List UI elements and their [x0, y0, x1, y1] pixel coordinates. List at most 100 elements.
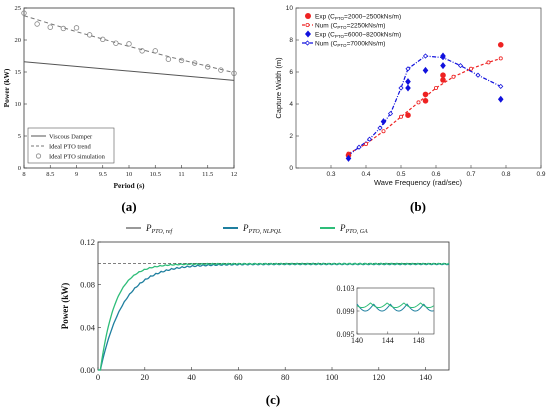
b-exp2-point: [381, 118, 387, 125]
panel-b-series: [346, 42, 504, 162]
inset-xtick-label: 148: [413, 336, 425, 345]
b-exp1-point: [423, 92, 429, 98]
b-num1-marker: [417, 101, 420, 104]
c-xtick-label: 140: [419, 372, 432, 382]
inset-xtick-label: 144: [382, 336, 394, 345]
c-xtick-label: 40: [187, 372, 196, 382]
c-ytick-label: 0.04: [80, 322, 96, 332]
b-exp1-point: [423, 98, 429, 104]
b-xtick-label: 0.4: [361, 171, 370, 178]
a-ytick-label: 15: [15, 69, 22, 76]
b-xtick-label: 0.6: [431, 171, 440, 178]
inset-ytick-label: 0.099: [337, 307, 355, 316]
b-xtick-label: 0.8: [501, 171, 510, 178]
panel-a-caption: (a): [121, 199, 136, 214]
c-ytick-label: 0.08: [80, 280, 95, 290]
b-exp1-point: [440, 72, 446, 78]
legend-swatch-exp1: [305, 13, 311, 19]
a-sim-point: [74, 26, 79, 31]
legend-label-ref: PPTO, ref: [145, 223, 174, 235]
b-xtick-label: 0.9: [536, 171, 545, 178]
panel-c-inset: 140 144 148 0.095 0.099 0.103: [337, 284, 435, 345]
c-xtick-label: 0: [96, 372, 100, 382]
panel-b-xlabel: Wave Frequency (rad/sec): [374, 178, 463, 187]
b-num1-marker: [499, 57, 502, 60]
b-num1-marker: [452, 75, 455, 78]
a-xtick-label: 10.5: [150, 171, 161, 178]
a-ytick-label: 0: [18, 165, 21, 172]
b-num1-marker: [487, 61, 490, 64]
panel-b-ylabel: Capture Width (m): [274, 57, 283, 119]
b-num1-marker: [364, 142, 367, 145]
panel-a-legend: Viscous Damper Ideal PTO trend Ideal PTO…: [28, 128, 114, 163]
b-xtick-label: 0.3: [326, 171, 335, 178]
b-exp2-point: [423, 67, 429, 74]
legend-swatch-num1-marker: [306, 23, 309, 26]
legend-label-exp2: Exp (CPTO=6000~8200kNs/m): [315, 32, 401, 40]
a-ytick-label: 10: [15, 101, 22, 108]
b-exp2-point: [405, 78, 411, 85]
c-xtick-label: 100: [326, 372, 339, 382]
legend-label-num1: Num (CPTO=2250kNs/m): [315, 23, 385, 31]
c-ytick-label: 0.00: [80, 365, 95, 375]
a-xtick-label: 8.5: [46, 171, 54, 178]
b-ytick-label: 0: [289, 165, 293, 172]
a-sim-point: [179, 58, 184, 63]
a-sim-point: [35, 22, 40, 27]
a-sim-point: [166, 57, 171, 62]
panel-b: 0.3 0.4 0.5 0.6 0.7 0.8 0.9 0 2 4 6 8 10 Capture Wid…: [274, 5, 546, 214]
panel-a-series: [22, 11, 237, 81]
panel-a-xlabel: Period (s): [113, 181, 145, 190]
b-exp2-point: [498, 96, 504, 103]
b-ytick-label: 4: [289, 101, 293, 108]
a-ytick-label: 20: [15, 37, 22, 44]
b-exp1-point: [498, 42, 504, 48]
legend-label-viscous-damper: Viscous Damper: [49, 134, 93, 141]
a-sim-point: [48, 25, 53, 30]
b-xtick-label: 0.7: [466, 171, 475, 178]
b-ytick-label: 2: [289, 133, 293, 140]
c-xtick-label: 60: [234, 372, 243, 382]
legend-label-ideal-pto-simulation: Ideal PTO simulation: [49, 154, 106, 161]
a-xtick-label: 9.5: [99, 171, 107, 178]
b-xtick-label: 0.5: [396, 171, 405, 178]
panel-c-legend: PPTO, ref PPTO, NLPQL PPTO, GA: [126, 223, 368, 235]
panel-a-ylabel: Power (kW): [2, 68, 11, 107]
a-xtick-label: 11.5: [202, 171, 213, 178]
legend-label-ga: PPTO, GA: [339, 223, 368, 235]
b-exp2-point: [440, 62, 446, 69]
legend-swatch-exp2: [305, 31, 311, 38]
c-ytick-label: 0.12: [80, 237, 95, 247]
inset-ytick-label: 0.095: [337, 330, 355, 339]
a-sim-point: [100, 37, 105, 42]
b-num1-marker: [399, 115, 402, 118]
a-ytick-label: 5: [18, 133, 21, 140]
b-num2-marker: [499, 84, 503, 88]
c-xtick-label: 120: [372, 372, 385, 382]
b-ytick-label: 10: [286, 5, 294, 12]
b-ytick-label: 8: [289, 37, 293, 44]
b-num2-marker: [424, 54, 428, 58]
panel-c-ylabel: Power (kW): [60, 283, 70, 330]
b-exp1-point: [440, 77, 446, 83]
panel-c-caption: (c): [266, 392, 280, 407]
c-xtick-label: 20: [141, 372, 150, 382]
a-xtick-label: 9: [75, 171, 78, 178]
panel-c: 0 20 40 60 80 100 120 1400.000.040.080.12 Power…: [60, 223, 449, 407]
b-exp2-point: [440, 53, 446, 60]
b-ytick-label: 6: [289, 69, 293, 76]
panel-b-legend: Exp (CPTO=2000~2500kNs/m) Num (CPTO=2250…: [302, 13, 401, 48]
legend-label-num2: Num (CPTO=7000kNs/m): [315, 41, 385, 49]
a-sim-point: [114, 41, 119, 46]
legend-label-ideal-pto-trend: Ideal PTO trend: [49, 144, 92, 151]
a-ytick-label: 25: [15, 5, 22, 12]
a-xtick-label: 8: [22, 171, 25, 178]
legend-label-exp1: Exp (CPTO=2000~2500kNs/m): [315, 14, 401, 22]
b-exp2-point: [405, 85, 411, 92]
panel-a: 8 8.5 9 9.5 10 10.5 11 11.5 120510152025 Power (…: [2, 5, 237, 214]
legend-swatch-num2-marker: [306, 41, 310, 45]
inset-frame: [357, 288, 434, 334]
a-xtick-label: 12: [231, 171, 238, 178]
legend-label-nlpql: PPTO, NLPQL: [242, 223, 282, 235]
b-num1-marker: [382, 130, 385, 133]
